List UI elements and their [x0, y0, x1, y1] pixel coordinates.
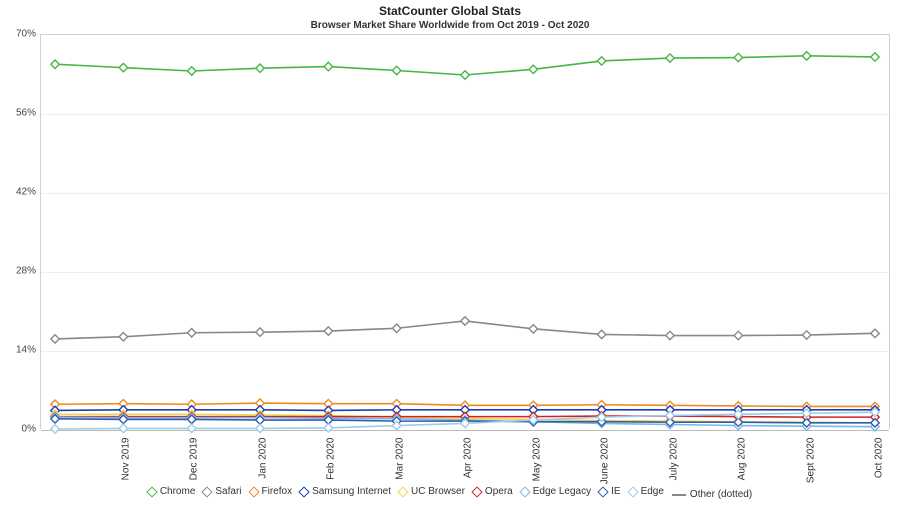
plot-area — [40, 34, 890, 429]
legend-label: Other (dotted) — [690, 489, 752, 500]
y-tick-label: 56% — [2, 108, 36, 119]
series-marker — [324, 327, 332, 335]
legend-marker — [627, 486, 638, 497]
series-marker — [802, 52, 810, 60]
legend-line-icon — [672, 494, 686, 496]
legend-item-safari: Safari — [203, 486, 241, 497]
legend-label: Safari — [215, 486, 241, 497]
legend-label: Samsung Internet — [312, 486, 391, 497]
series-marker — [871, 329, 879, 337]
legend-item-uc-browser: UC Browser — [399, 486, 465, 497]
legend-item-chrome: Chrome — [148, 486, 196, 497]
legend-item-opera: Opera — [473, 486, 513, 497]
series-marker — [529, 325, 537, 333]
legend-label: Edge — [641, 486, 664, 497]
series-marker — [666, 54, 674, 62]
legend-label: UC Browser — [411, 486, 465, 497]
y-tick-label: 70% — [2, 29, 36, 40]
legend-item-other: Other (dotted) — [672, 489, 752, 500]
legend-item-edge-legacy: Edge Legacy — [521, 486, 591, 497]
legend-label: Chrome — [160, 486, 196, 497]
legend-marker — [248, 486, 259, 497]
legend-marker — [298, 486, 309, 497]
legend-label: IE — [611, 486, 620, 497]
series-marker — [734, 331, 742, 339]
series-marker — [51, 60, 59, 68]
legend-item-edge: Edge — [629, 486, 664, 497]
series-marker — [119, 333, 127, 341]
y-tick-label: 14% — [2, 345, 36, 356]
series-marker — [734, 53, 742, 61]
legend-item-ie: IE — [599, 486, 620, 497]
series-marker — [666, 411, 674, 419]
chart-title: StatCounter Global Stats — [0, 4, 900, 18]
series-marker — [119, 63, 127, 71]
y-tick-label: 28% — [2, 266, 36, 277]
series-marker — [324, 62, 332, 70]
series-marker — [802, 331, 810, 339]
series-marker — [256, 328, 264, 336]
legend-marker — [397, 486, 408, 497]
chart-container: StatCounter Global Stats Browser Market … — [0, 0, 900, 506]
legend-label: Firefox — [262, 486, 293, 497]
series-marker — [461, 317, 469, 325]
legend-label: Edge Legacy — [533, 486, 591, 497]
legend-item-samsung-internet: Samsung Internet — [300, 486, 391, 497]
series-marker — [392, 66, 400, 74]
series-marker — [666, 331, 674, 339]
x-axis-baseline — [41, 430, 889, 431]
series-marker — [871, 53, 879, 61]
series-marker — [187, 67, 195, 75]
series-marker — [51, 335, 59, 343]
series-marker — [51, 425, 59, 433]
series-marker — [187, 329, 195, 337]
series-marker — [392, 324, 400, 332]
series-marker — [597, 57, 605, 65]
series-marker — [256, 424, 264, 432]
chart-subtitle: Browser Market Share Worldwide from Oct … — [0, 20, 900, 31]
series-marker — [187, 424, 195, 432]
y-tick-label: 42% — [2, 187, 36, 198]
legend-marker — [597, 486, 608, 497]
legend: Chrome Safari Firefox Samsung Internet UC Br… — [0, 486, 900, 500]
legend-marker — [519, 486, 530, 497]
legend-marker — [202, 486, 213, 497]
series-marker — [597, 330, 605, 338]
series-marker — [529, 65, 537, 73]
series-marker — [119, 424, 127, 432]
series-svg — [41, 35, 889, 429]
series-marker — [256, 64, 264, 72]
y-tick-label: 0% — [2, 424, 36, 435]
legend-label: Opera — [485, 486, 513, 497]
legend-marker — [146, 486, 157, 497]
series-marker — [461, 71, 469, 79]
legend-marker — [471, 486, 482, 497]
legend-item-firefox: Firefox — [250, 486, 293, 497]
